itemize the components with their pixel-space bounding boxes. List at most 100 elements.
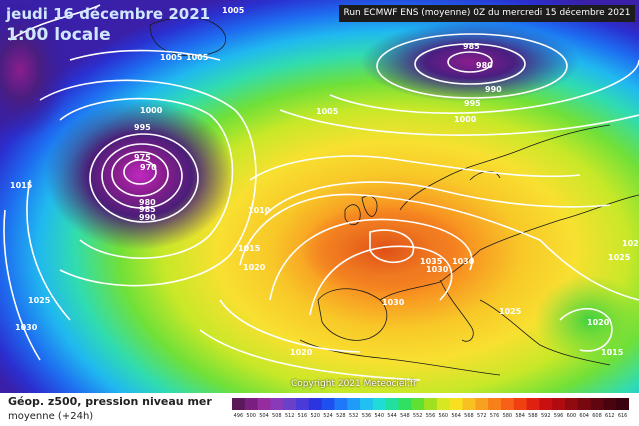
isobar-label: 995 bbox=[134, 123, 151, 132]
isobar-label: 975 bbox=[134, 153, 151, 162]
low-pressure-west-shading bbox=[45, 100, 235, 250]
isobar-label: 1005 bbox=[316, 107, 339, 116]
color-scale-swatch bbox=[270, 398, 284, 410]
isobar-label: 1030 bbox=[382, 298, 405, 307]
color-scale-swatch bbox=[347, 398, 361, 410]
isobar-label: 1015 bbox=[238, 244, 261, 253]
color-scale-tick: 596 bbox=[554, 413, 564, 419]
color-scale-swatch bbox=[513, 398, 528, 410]
high-pressure-core-shading bbox=[300, 205, 470, 295]
low-pressure-north-shading bbox=[360, 22, 580, 102]
isobar-label: 980 bbox=[476, 61, 493, 70]
color-scale-swatch bbox=[616, 398, 629, 410]
legend-title: Géop. z500, pression niveau mer bbox=[8, 395, 212, 408]
color-scale-tick: 588 bbox=[528, 413, 538, 419]
color-scale-swatch bbox=[436, 398, 451, 410]
color-scale-tick: 528 bbox=[336, 413, 346, 419]
isobar-label: 980 bbox=[139, 198, 156, 207]
isobar-label: 1030 bbox=[452, 257, 475, 266]
color-scale-tick: 592 bbox=[541, 413, 551, 419]
color-scale-swatch bbox=[296, 398, 310, 410]
color-scale-tick: 612 bbox=[605, 413, 615, 419]
east-green-shading bbox=[535, 275, 639, 365]
isobar-label: 1005 bbox=[186, 53, 209, 62]
color-scale-swatch bbox=[475, 398, 489, 410]
color-scale-tick: 560 bbox=[439, 413, 449, 419]
color-scale-swatch bbox=[360, 398, 374, 410]
color-scale-tick: 616 bbox=[618, 413, 628, 419]
color-scale-swatch bbox=[500, 398, 515, 410]
color-scale-tick: 540 bbox=[374, 413, 384, 419]
color-scale-swatch bbox=[283, 398, 297, 410]
color-scale-tick: 556 bbox=[426, 413, 436, 419]
isobar-label: 1000 bbox=[454, 115, 477, 124]
isobar-label: 1015 bbox=[601, 348, 624, 357]
forecast-date: jeudi 16 décembre 2021 bbox=[6, 5, 211, 23]
isobars bbox=[3, 4, 639, 381]
coastlines bbox=[149, 17, 639, 376]
color-scale-swatch bbox=[321, 398, 335, 410]
copyright-label: Copyright 2021 Meteociel.fr bbox=[291, 379, 417, 389]
color-scale-tick: 496 bbox=[234, 413, 244, 419]
color-scale-swatch bbox=[411, 398, 425, 410]
color-scale-tick: 564 bbox=[451, 413, 461, 419]
color-scale-swatch bbox=[590, 398, 604, 410]
color-scale-swatch bbox=[398, 398, 412, 410]
color-scale-swatch bbox=[334, 398, 348, 410]
color-scale-tick: 504 bbox=[259, 413, 269, 419]
isobar-label: 990 bbox=[485, 85, 502, 94]
isobar-label: 1025 bbox=[608, 253, 631, 262]
color-scale-tick: 524 bbox=[323, 413, 333, 419]
model-run-banner: Run ECMWF ENS (moyenne) 0Z du mercredi 1… bbox=[339, 5, 635, 22]
color-scale-swatch bbox=[372, 398, 387, 410]
color-scale-tick: 572 bbox=[477, 413, 487, 419]
color-scale-swatch bbox=[244, 398, 259, 410]
color-scale-tick: 508 bbox=[272, 413, 282, 419]
color-scale-tick: 568 bbox=[464, 413, 474, 419]
isobar-label: 1010 bbox=[248, 206, 271, 215]
color-scale-bar: 496 500 504 508 512 516 520 524 528 532 536 540 544 5… bbox=[232, 398, 629, 419]
isobar-label: 1020 bbox=[290, 348, 313, 357]
color-scale-tick: 520 bbox=[310, 413, 320, 419]
isobar-label: 1035 bbox=[420, 257, 443, 266]
isobar-label: 1015 bbox=[10, 181, 33, 190]
color-scale-swatch bbox=[603, 398, 617, 410]
isobar-label: 1030 bbox=[426, 265, 449, 274]
color-scale-swatch bbox=[462, 398, 476, 410]
isobar-label: 1005 bbox=[222, 6, 245, 15]
color-scale-swatch bbox=[232, 398, 246, 410]
isobar-label: 990 bbox=[139, 213, 156, 222]
color-scale-swatch bbox=[488, 398, 502, 410]
color-scale-swatch bbox=[539, 398, 553, 410]
isobar-label: 1025 bbox=[499, 307, 522, 316]
color-scale-swatch bbox=[385, 398, 399, 410]
color-scale-tick: 576 bbox=[490, 413, 500, 419]
color-scale-swatch bbox=[526, 398, 540, 410]
color-scale-tick: 552 bbox=[413, 413, 423, 419]
color-scale-swatch bbox=[577, 398, 592, 410]
color-scale-tick: 580 bbox=[503, 413, 513, 419]
isobar-label: 1020 bbox=[622, 239, 639, 248]
color-scale-swatch bbox=[564, 398, 579, 410]
color-scale-tick: 536 bbox=[362, 413, 372, 419]
isobar-label: 1025 bbox=[28, 296, 51, 305]
color-scale-swatch bbox=[308, 398, 323, 410]
isobar-label: 1030 bbox=[15, 323, 38, 332]
color-scale-tick: 544 bbox=[387, 413, 397, 419]
forecast-local-time: 1:00 locale bbox=[6, 25, 111, 45]
color-scale-tick: 604 bbox=[579, 413, 589, 419]
color-scale-tick: 532 bbox=[349, 413, 359, 419]
color-scale-tick: 584 bbox=[515, 413, 525, 419]
color-scale-tick: 548 bbox=[400, 413, 410, 419]
color-scale-swatch bbox=[257, 398, 271, 410]
isobar-label: 1005 bbox=[160, 53, 183, 62]
color-scale-tick: 608 bbox=[592, 413, 602, 419]
color-scale-tick: 516 bbox=[298, 413, 308, 419]
isobar-label: 995 bbox=[464, 99, 481, 108]
color-scale-tick: 512 bbox=[285, 413, 295, 419]
isobar-label: 985 bbox=[139, 205, 156, 214]
color-scale-swatch bbox=[424, 398, 438, 410]
color-scale-swatch bbox=[449, 398, 464, 410]
